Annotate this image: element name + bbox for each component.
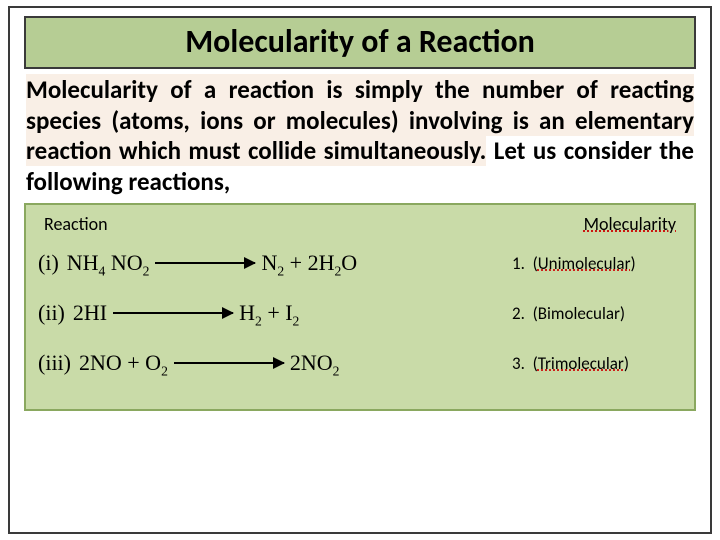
arrow-icon	[155, 262, 255, 264]
row-roman: (i)	[38, 250, 59, 276]
type-label: Trimolecular	[538, 353, 624, 374]
lhs: 2HI	[73, 300, 107, 326]
reaction-table: Reaction Molecularity (i) NH4 NO2 N2 + 2…	[24, 203, 696, 411]
title-box: Molecularity of a Reaction	[24, 16, 696, 69]
molecularity-2: 2. (Bimolecular)	[512, 303, 682, 324]
col-reaction: Reaction	[44, 213, 108, 235]
definition-paragraph: Molecularity of a reaction is simply the…	[26, 75, 694, 197]
slide-frame: Molecularity of a Reaction Molecularity …	[8, 6, 712, 534]
row-roman: (iii)	[38, 350, 71, 376]
row-roman: (ii)	[38, 300, 65, 326]
row-num: 3.	[512, 353, 525, 374]
arrow-icon	[113, 312, 233, 314]
row-num: 1.	[512, 253, 525, 274]
lhs: 2NO + O2	[79, 350, 168, 376]
reaction-2: (ii) 2HI H2 + I2	[38, 300, 299, 326]
molecularity-3: 3. (Trimolecular)	[512, 353, 682, 374]
table-row: (i) NH4 NO2 N2 + 2H2O 1. (Unimolecular)	[38, 245, 682, 281]
reaction-1: (i) NH4 NO2 N2 + 2H2O	[38, 250, 357, 276]
table-row: (ii) 2HI H2 + I2 2. (Bimolecular)	[38, 295, 682, 331]
table-header: Reaction Molecularity	[38, 213, 682, 235]
col-molecularity: Molecularity	[584, 213, 676, 235]
reaction-3: (iii) 2NO + O2 2NO2	[38, 350, 339, 376]
slide-title: Molecularity of a Reaction	[185, 22, 535, 61]
rhs: N2 + 2H2O	[261, 250, 357, 276]
type-label: Unimolecular	[538, 253, 631, 274]
table-row: (iii) 2NO + O2 2NO2 3. (Trimolecular)	[38, 345, 682, 381]
rhs: H2 + I2	[239, 300, 299, 326]
row-num: 2.	[512, 303, 525, 324]
type-label: Bimolecular	[538, 303, 620, 324]
molecularity-1: 1. (Unimolecular)	[512, 253, 682, 274]
lhs: NH4 NO2	[67, 250, 150, 276]
rhs: 2NO2	[290, 350, 340, 376]
arrow-icon	[174, 362, 284, 364]
